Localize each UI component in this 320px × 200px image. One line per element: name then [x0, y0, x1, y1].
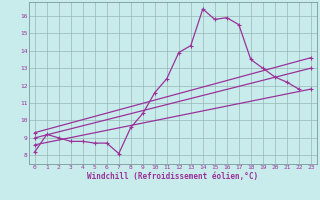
X-axis label: Windchill (Refroidissement éolien,°C): Windchill (Refroidissement éolien,°C) — [87, 172, 258, 181]
